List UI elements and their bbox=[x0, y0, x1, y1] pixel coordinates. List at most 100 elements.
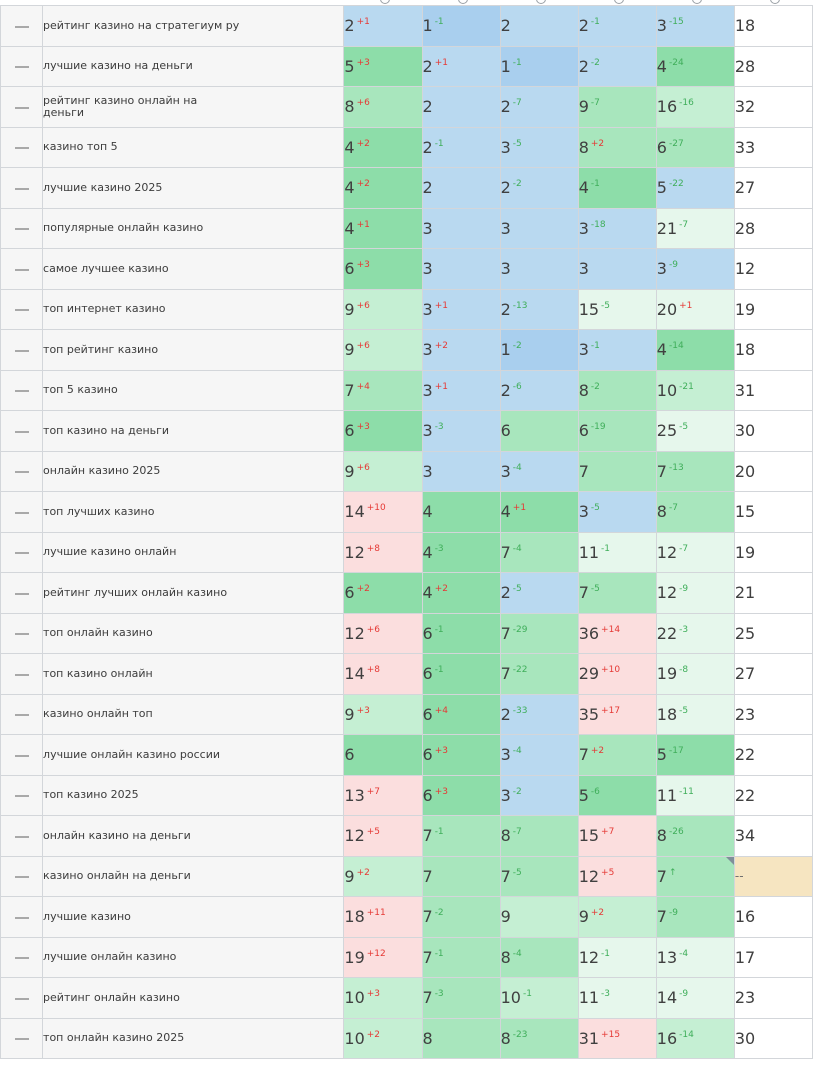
position-cell[interactable]: 7 -13 bbox=[655, 450, 735, 492]
position-cell[interactable]: 4 +1 bbox=[499, 491, 579, 533]
row-toggle-cell[interactable] bbox=[0, 572, 44, 614]
position-cell[interactable]: 2 -2 bbox=[499, 167, 579, 209]
row-toggle-cell[interactable] bbox=[0, 248, 44, 290]
row-toggle-cell[interactable] bbox=[0, 167, 44, 209]
row-toggle-cell[interactable] bbox=[0, 491, 44, 533]
table-row[interactable]: лучшие казино 18 +11 7 -2 9 9 +2 7 -9 16 bbox=[0, 896, 814, 938]
keyword-cell[interactable]: топ казино онлайн bbox=[42, 653, 345, 695]
position-cell[interactable]: 7 -3 bbox=[421, 977, 501, 1019]
position-cell[interactable]: 3 -5 bbox=[577, 491, 657, 533]
position-cell[interactable]: 3 +1 bbox=[421, 369, 501, 411]
position-cell[interactable]: 7 ↑ bbox=[655, 855, 735, 897]
position-cell[interactable]: 4 -14 bbox=[655, 329, 735, 371]
keyword-cell[interactable]: топ онлайн казино bbox=[42, 612, 345, 654]
row-toggle-cell[interactable] bbox=[0, 410, 44, 452]
table-row[interactable]: топ лучших казино 14 +10 4 4 +1 3 -5 8 -7 15 bbox=[0, 491, 814, 533]
position-cell[interactable]: 9 +6 bbox=[343, 329, 423, 371]
position-cell[interactable]: 6 +3 bbox=[421, 774, 501, 816]
row-toggle-cell[interactable] bbox=[0, 855, 44, 897]
position-cell[interactable]: 4 -1 bbox=[577, 167, 657, 209]
table-row[interactable]: топ казино на деньги 6 +3 3 -3 6 6 -19 25 -5 30 bbox=[0, 410, 814, 452]
position-cell[interactable]: 12 -7 bbox=[655, 531, 735, 573]
position-cell[interactable]: 1 -1 bbox=[421, 5, 501, 47]
keyword-cell[interactable]: рейтинг лучших онлайн казино bbox=[42, 572, 345, 614]
position-cell[interactable]: 3 -4 bbox=[499, 450, 579, 492]
position-cell[interactable]: 8 +2 bbox=[577, 126, 657, 168]
keyword-cell[interactable]: онлайн казино 2025 bbox=[42, 450, 345, 492]
table-row[interactable]: топ интернет казино 9 +6 3 +1 2 -13 15 -5 20 +1 19 bbox=[0, 288, 814, 330]
position-cell[interactable]: 3 -2 bbox=[499, 774, 579, 816]
position-cell[interactable]: 2 -2 bbox=[577, 45, 657, 87]
keyword-cell[interactable]: лучшие онлайн казино россии bbox=[42, 734, 345, 776]
position-cell[interactable]: 6 -27 bbox=[655, 126, 735, 168]
row-toggle-cell[interactable] bbox=[0, 207, 44, 249]
keyword-cell[interactable]: лучшие казино 2025 bbox=[42, 167, 345, 209]
position-cell[interactable]: 3 bbox=[421, 450, 501, 492]
row-toggle-cell[interactable] bbox=[0, 693, 44, 735]
keyword-cell[interactable]: казино онлайн на деньги bbox=[42, 855, 345, 897]
position-cell[interactable]: 4 +2 bbox=[343, 126, 423, 168]
position-cell[interactable]: 1 -1 bbox=[499, 45, 579, 87]
position-cell[interactable]: 3 -4 bbox=[499, 734, 579, 776]
keyword-cell[interactable]: лучшие казино на деньги bbox=[42, 45, 345, 87]
keyword-cell[interactable]: самое лучшее казино bbox=[42, 248, 345, 290]
position-cell[interactable]: 2 -6 bbox=[499, 369, 579, 411]
position-cell[interactable]: 11 -11 bbox=[655, 774, 735, 816]
keyword-cell[interactable]: топ рейтинг казино bbox=[42, 329, 345, 371]
position-cell[interactable]: 36 +14 bbox=[577, 612, 657, 654]
row-toggle-cell[interactable] bbox=[0, 45, 44, 87]
position-cell[interactable]: 2 bbox=[421, 167, 501, 209]
position-cell[interactable]: 35 +17 bbox=[577, 693, 657, 735]
row-toggle-cell[interactable] bbox=[0, 450, 44, 492]
table-row[interactable]: лучшие онлайн казино россии 6 6 +3 3 -4 7 +2 5 -1… bbox=[0, 734, 814, 776]
position-cell[interactable]: 2 bbox=[499, 5, 579, 47]
position-cell[interactable]: 2 -1 bbox=[577, 5, 657, 47]
table-row[interactable]: топ рейтинг казино 9 +6 3 +2 1 -2 3 -1 4 -14 18 bbox=[0, 329, 814, 371]
position-cell[interactable]: 20 +1 bbox=[655, 288, 735, 330]
keyword-cell[interactable]: лучшие онлайн казино bbox=[42, 936, 345, 978]
table-row[interactable]: казино онлайн на деньги 9 +2 7 7 -5 12 +5 7 ↑ -- bbox=[0, 855, 814, 897]
position-cell[interactable]: 22 -3 bbox=[655, 612, 735, 654]
position-cell[interactable]: 6 +3 bbox=[343, 410, 423, 452]
keyword-cell[interactable]: казино топ 5 bbox=[42, 126, 345, 168]
position-cell[interactable]: 7 +4 bbox=[343, 369, 423, 411]
keyword-cell[interactable]: топ казино 2025 bbox=[42, 774, 345, 816]
position-cell[interactable]: 7 -1 bbox=[421, 936, 501, 978]
table-row[interactable]: рейтинг казино на стратегиум ру 2 +1 1 -1 2 2-… bbox=[0, 5, 814, 47]
position-cell[interactable]: 14 +8 bbox=[343, 653, 423, 695]
table-row[interactable]: онлайн казино на деньги 12 +5 7 -1 8 -7 15 +7 8 -2… bbox=[0, 815, 814, 857]
row-toggle-cell[interactable] bbox=[0, 653, 44, 695]
keyword-cell[interactable]: топ казино на деньги bbox=[42, 410, 345, 452]
position-cell[interactable]: 25 -5 bbox=[655, 410, 735, 452]
position-cell[interactable]: 8 -7 bbox=[655, 491, 735, 533]
position-cell[interactable]: 10 +2 bbox=[343, 1017, 423, 1059]
row-toggle-cell[interactable] bbox=[0, 531, 44, 573]
table-row[interactable]: топ онлайн казино 12 +6 6 -1 7 -29 36 +14 22 -3 25 bbox=[0, 612, 814, 654]
position-cell[interactable]: 7 -29 bbox=[499, 612, 579, 654]
table-row[interactable]: самое лучшее казино 6 +3 3 3 3 3 -9 12 bbox=[0, 248, 814, 290]
position-cell[interactable]: 8 -4 bbox=[499, 936, 579, 978]
position-cell[interactable]: 3 bbox=[421, 207, 501, 249]
position-cell[interactable]: 2 -7 bbox=[499, 86, 579, 128]
position-cell[interactable]: 13 -4 bbox=[655, 936, 735, 978]
table-row[interactable]: рейтинг казино онлайн на деньги 8 +6 2 2 -7 9-… bbox=[0, 86, 814, 128]
position-cell[interactable]: 6 bbox=[499, 410, 579, 452]
position-cell[interactable]: 4 +2 bbox=[421, 572, 501, 614]
table-row[interactable]: лучшие онлайн казино 19 +12 7 -1 8 -4 12 -1 13 -4 1… bbox=[0, 936, 814, 978]
position-cell[interactable]: 13 +7 bbox=[343, 774, 423, 816]
position-cell[interactable]: 9 -7 bbox=[577, 86, 657, 128]
position-cell[interactable]: 3 bbox=[499, 207, 579, 249]
table-row[interactable]: топ 5 казино 7 +4 3 +1 2 -6 8 -2 10 -21 31 bbox=[0, 369, 814, 411]
row-toggle-cell[interactable] bbox=[0, 329, 44, 371]
position-cell[interactable]: 3 -5 bbox=[499, 126, 579, 168]
position-cell[interactable]: 3 +2 bbox=[421, 329, 501, 371]
keyword-cell[interactable]: популярные онлайн казино bbox=[42, 207, 345, 249]
position-cell[interactable]: 31 +15 bbox=[577, 1017, 657, 1059]
position-cell[interactable]: 5 -6 bbox=[577, 774, 657, 816]
keyword-cell[interactable]: казино онлайн топ bbox=[42, 693, 345, 735]
position-cell[interactable]: 3 -15 bbox=[655, 5, 735, 47]
position-cell[interactable]: 3 -3 bbox=[421, 410, 501, 452]
position-cell[interactable]: 6 +2 bbox=[343, 572, 423, 614]
table-row[interactable]: казино онлайн топ 9 +3 6 +4 2 -33 35 +17 18 -5 23 bbox=[0, 693, 814, 735]
position-cell[interactable]: 7 -4 bbox=[499, 531, 579, 573]
